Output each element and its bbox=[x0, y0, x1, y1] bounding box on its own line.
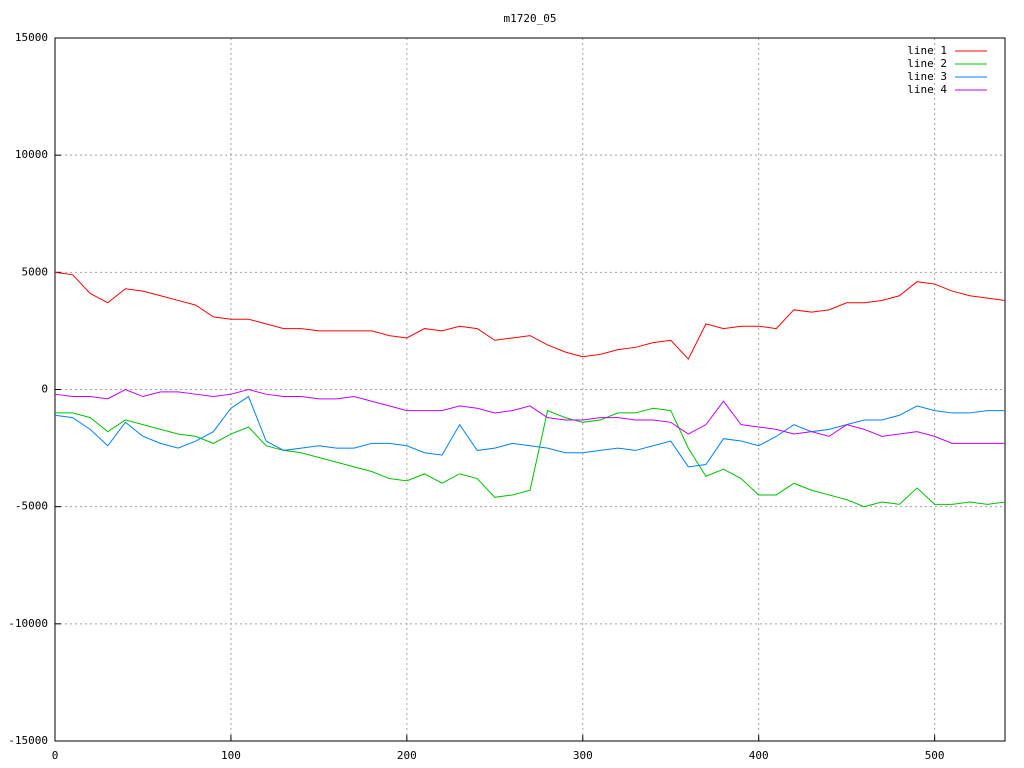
y-tick-label: 0 bbox=[41, 383, 48, 396]
y-tick-label: 10000 bbox=[15, 148, 48, 161]
y-tick-label: 5000 bbox=[22, 265, 49, 278]
x-tick-label: 200 bbox=[397, 749, 417, 762]
data-line bbox=[55, 407, 1006, 508]
x-tick-label: 0 bbox=[52, 749, 59, 762]
legend-label: line 3 bbox=[907, 70, 947, 83]
x-tick-label: 500 bbox=[925, 749, 945, 762]
data-line bbox=[54, 388, 1005, 444]
x-tick-label: 300 bbox=[573, 749, 593, 762]
y-tick-label: 15000 bbox=[15, 31, 48, 44]
data-line bbox=[54, 271, 1006, 360]
plot-frame bbox=[54, 37, 1006, 742]
x-tick-label: 100 bbox=[221, 749, 241, 762]
y-tick-label: -10000 bbox=[8, 617, 48, 630]
legend-label: line 2 bbox=[907, 57, 947, 70]
chart-title: m1720_05 bbox=[504, 12, 557, 25]
legend-label: line 1 bbox=[907, 44, 947, 57]
legend-label: line 4 bbox=[907, 83, 947, 96]
y-tick-label: -5000 bbox=[15, 500, 48, 513]
x-tick-label: 400 bbox=[749, 749, 769, 762]
y-tick-label: -15000 bbox=[8, 734, 48, 747]
